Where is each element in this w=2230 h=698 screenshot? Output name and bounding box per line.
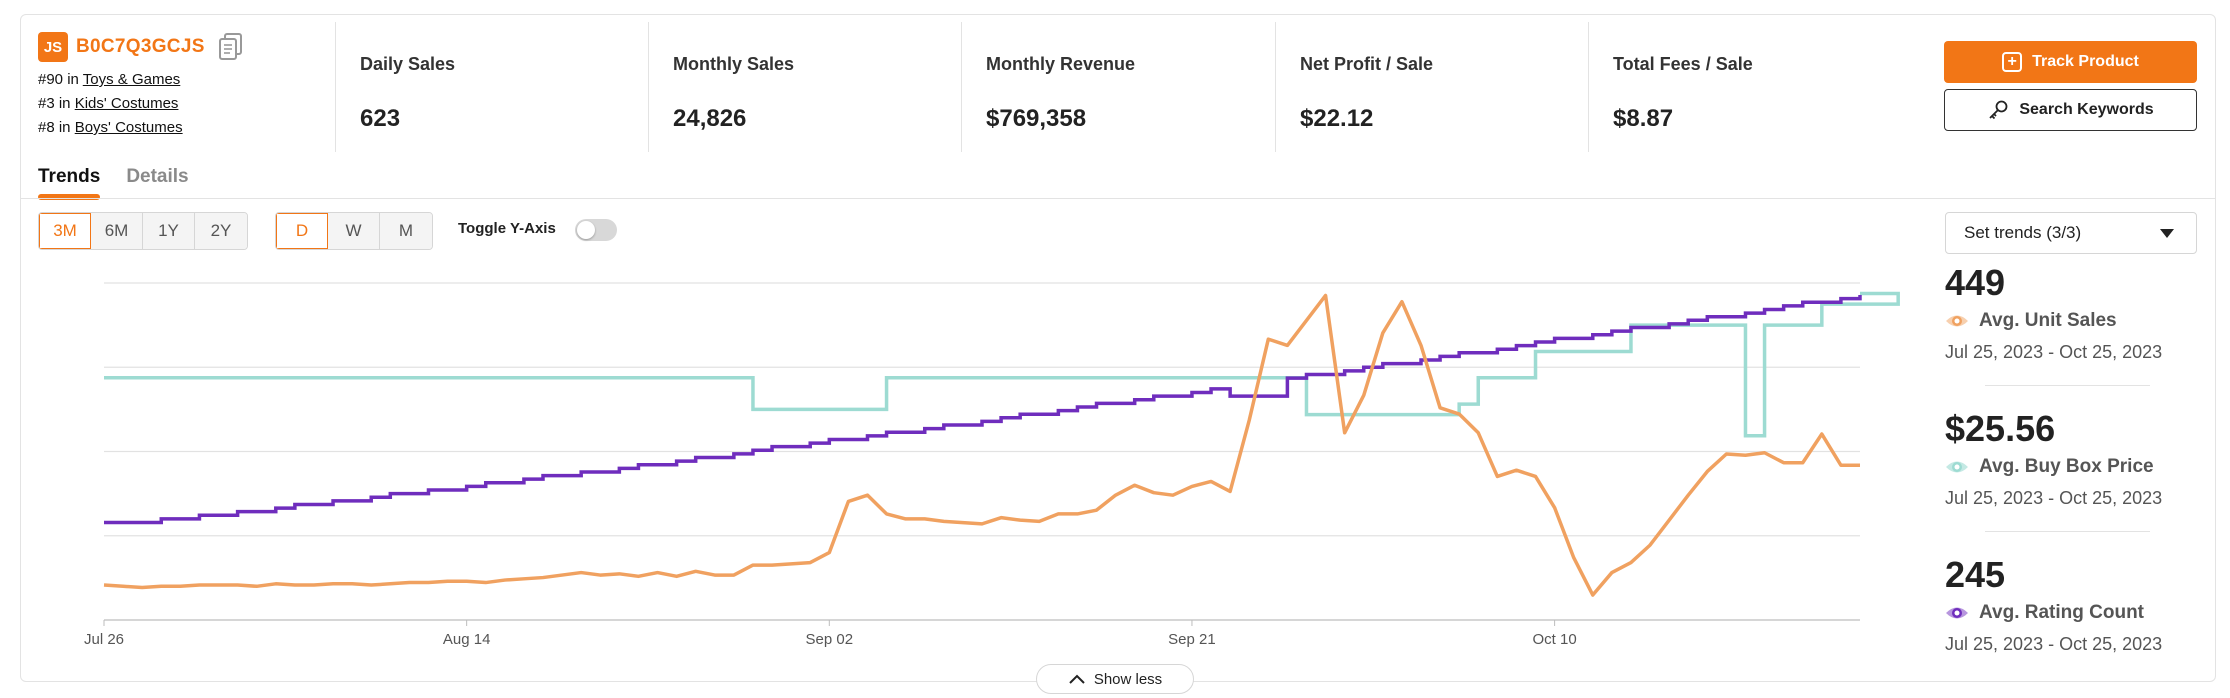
tab-details[interactable]: Details <box>126 166 189 187</box>
asin-label[interactable]: B0C7Q3GCJS <box>76 36 205 57</box>
rank-item: #3 in Kids' Costumes <box>38 95 179 112</box>
toggle-y-axis-label: Toggle Y-Axis <box>458 220 556 237</box>
summary-buy-box-price: $25.56 Avg. Buy Box Price Jul 25, 2023 -… <box>1945 408 2163 508</box>
rank-category-link[interactable]: Kids' Costumes <box>74 95 179 112</box>
x-tick-label: Oct 10 <box>1533 631 1577 648</box>
key-icon <box>1989 100 2008 120</box>
chevron-up-icon <box>1069 674 1085 684</box>
rank-category-link[interactable]: Toys & Games <box>82 71 181 88</box>
rank-item: #90 in Toys & Games <box>38 71 181 88</box>
tab-bar: Trends Details <box>38 166 189 200</box>
range-1y-button[interactable]: 1Y <box>143 213 195 249</box>
x-tick-label: Sep 02 <box>806 631 854 648</box>
eye-icon[interactable] <box>1945 458 1969 476</box>
search-keywords-button[interactable]: Search Keywords <box>1944 89 2197 131</box>
summary-divider <box>1985 531 2150 532</box>
series-rating-count <box>104 295 1862 525</box>
product-card <box>20 14 2216 682</box>
toggle-y-axis-switch[interactable] <box>575 219 617 241</box>
interval-day-button[interactable]: D <box>276 213 328 249</box>
eye-icon[interactable] <box>1945 312 1969 330</box>
x-tick-label: Sep 21 <box>1168 631 1216 648</box>
range-selector: 3M 6M 1Y 2Y <box>38 212 248 250</box>
jungle-scout-logo: JS <box>38 32 68 62</box>
toggle-knob <box>577 221 595 239</box>
summary-rating-count: 245 Avg. Rating Count Jul 25, 2023 - Oct… <box>1945 554 2163 654</box>
x-tick-label: Aug 14 <box>443 631 491 648</box>
summary-divider <box>1985 385 2150 386</box>
rank-category-link[interactable]: Boys' Costumes <box>74 119 183 136</box>
summary-unit-sales: 449 Avg. Unit Sales Jul 25, 2023 - Oct 2… <box>1945 262 2163 362</box>
plus-icon: + <box>2002 52 2023 72</box>
rank-item: #8 in Boys' Costumes <box>38 119 183 136</box>
interval-selector: D W M <box>275 212 433 250</box>
tab-trends[interactable]: Trends <box>38 166 101 200</box>
stat-monthly-sales: Monthly Sales 24,826 <box>648 22 961 152</box>
copy-icon[interactable] <box>217 32 245 62</box>
stat-monthly-revenue: Monthly Revenue $769,358 <box>961 22 1274 152</box>
stat-daily-sales: Daily Sales 623 <box>335 22 647 152</box>
set-trends-dropdown[interactable]: Set trends (3/3) <box>1945 212 2197 254</box>
x-tick-label: Jul 26 <box>84 631 124 648</box>
show-less-button[interactable]: Show less <box>1036 664 1194 694</box>
series-buy-box-price <box>104 291 1900 438</box>
track-product-button[interactable]: + Track Product <box>1944 41 2197 83</box>
range-2y-button[interactable]: 2Y <box>195 213 247 249</box>
stat-net-profit: Net Profit / Sale $22.12 <box>1275 22 1588 152</box>
interval-month-button[interactable]: M <box>380 213 432 249</box>
interval-week-button[interactable]: W <box>328 213 380 249</box>
eye-icon[interactable] <box>1945 604 1969 622</box>
stat-total-fees: Total Fees / Sale $8.87 <box>1588 22 1898 152</box>
product-info: JS B0C7Q3GCJS #90 in Toys & Games #3 in … <box>38 32 245 140</box>
series-unit-sales <box>103 293 1860 597</box>
range-6m-button[interactable]: 6M <box>91 213 143 249</box>
caret-down-icon <box>2160 228 2174 238</box>
range-3m-button[interactable]: 3M <box>39 213 91 249</box>
tabs-divider <box>21 198 2215 199</box>
